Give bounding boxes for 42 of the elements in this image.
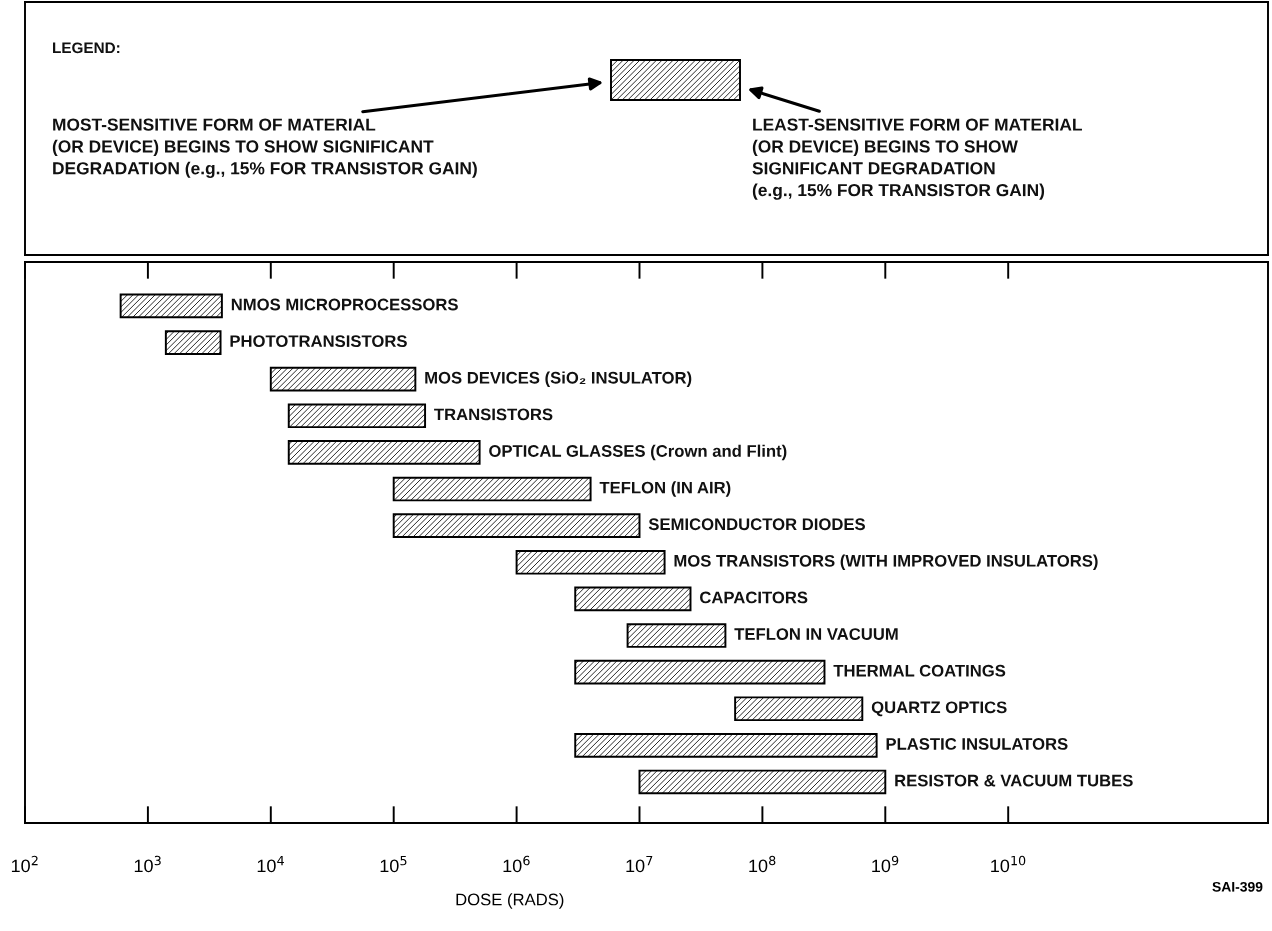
x-axis-title: DOSE (RADS) [456,893,564,909]
x-tick-label: 10$^{4}$ [257,855,284,873]
y-tick-label: OPTICAL GLASSES (Crown and Flint) [489,444,787,461]
x-tick-label: 10$^{6}$ [503,855,530,873]
bar [574,586,692,612]
x-tick-label: 10$^{7}$ [626,855,653,873]
bar [638,769,887,795]
bar [734,696,864,722]
x-tick-label: 10$^{3}$ [134,855,161,873]
x-tick-label: 10$^{9}$ [872,855,899,873]
text: MOST-SENSITIVE FORM OF MATERIAL (OR DEVICE) BEGINS TO SHOW SIGNIFICANT DEGRADATION (e.g., 15% FOR TRANSISTOR GAIN) [52,118,477,178]
y-tick-label: QUARTZ OPTICS [871,701,1007,717]
y-tick-label: TEFLON IN VACUUM [734,628,898,640]
y-tick-label: NMOS MICROPROCESSORS [231,298,458,311]
y-tick-label: SEMICONDUCTOR DIODES [648,518,865,531]
x-tick-label: 10$^{5}$ [380,855,407,873]
y-tick-label: TEFLON (IN AIR) [599,481,731,497]
bar [287,403,427,429]
bar [574,659,826,685]
bar [287,440,481,465]
bar [392,513,641,538]
y-tick-label: CAPACITORS [700,591,808,604]
x-tick-label: 10$^{2}$ [11,855,38,873]
bar [119,293,223,319]
bar [515,549,666,575]
y-tick-label: PHOTOTRANSISTORS [230,335,407,348]
x-tick-label: 10$^{10}$ [991,855,1026,873]
bar [164,330,222,355]
bar [392,476,592,502]
y-tick-label: MOS TRANSISTORS (WITH IMPROVED INSULATORS) [674,554,1098,571]
y-tick-label: TRANSISTORS [434,408,553,421]
text: LEAST-SENSITIVE FORM OF MATERIAL (OR DEVICE) BEGINS TO SHOW SIGNIFICANT DEGRADATION (e.g., 15% FOR TRANSISTOR GAIN) [752,118,1082,200]
y-tick-label: PLASTIC INSULATORS [886,738,1068,750]
y-tick-label: RESISTOR & VACUUM TUBES [895,774,1133,787]
text: LEGEND: [53,42,120,54]
y-tick-label: THERMAL COATINGS [833,664,1006,677]
x-tick-label: 10$^{8}$ [749,855,776,873]
bar [626,623,727,648]
bar [574,733,878,758]
y-tick-label: MOS DEVICES (SiO₂ INSULATOR) [425,371,692,387]
text: SAI-399 [1212,881,1263,892]
bar [269,366,417,392]
